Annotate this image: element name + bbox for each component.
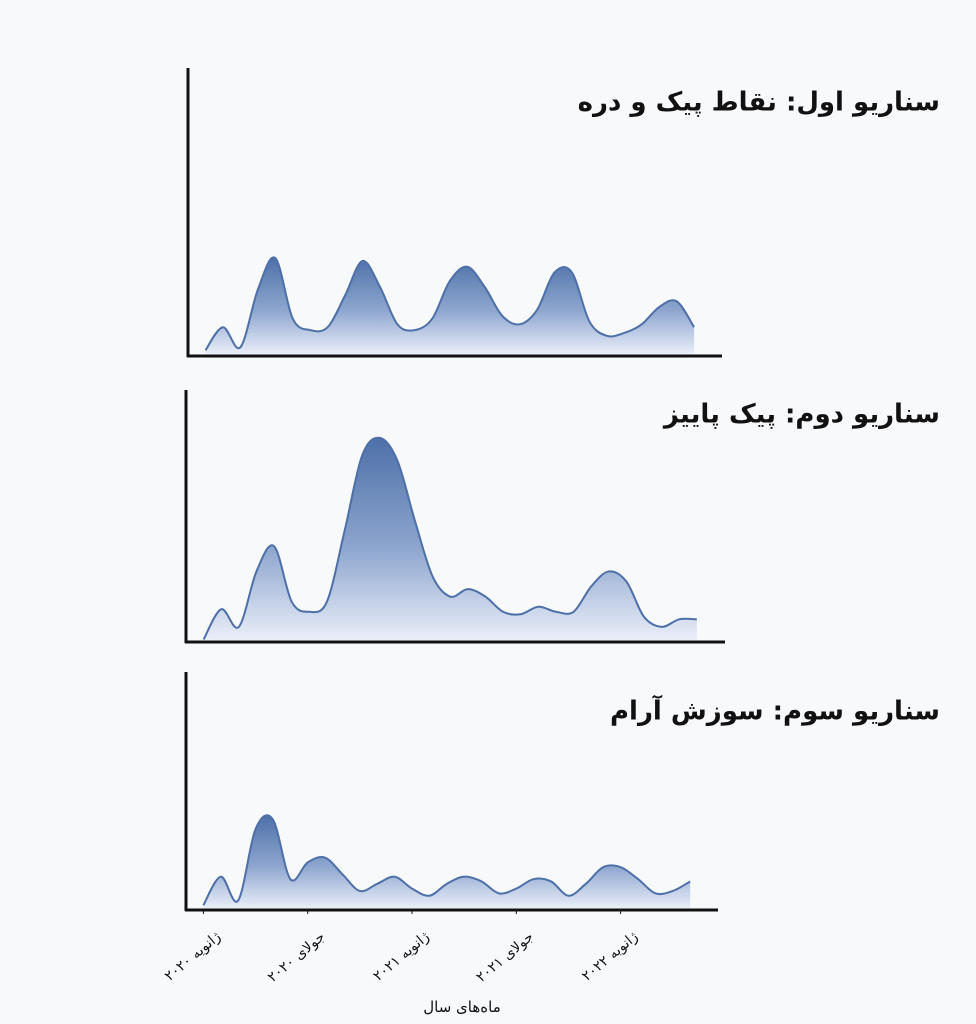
chart-title: سناریو اول: نقاط پیک و دره bbox=[578, 88, 940, 118]
x-tick-label: ژانویه ۲۰۲۲ bbox=[579, 929, 641, 985]
area bbox=[203, 437, 697, 640]
x-tick-label: ژانویه ۲۰۲۰ bbox=[162, 929, 224, 985]
x-tick-label: جولای ۲۰۲۰ bbox=[265, 929, 328, 986]
x-tick-label: جولای ۲۰۲۱ bbox=[473, 929, 536, 986]
area-line bbox=[202, 814, 691, 906]
area bbox=[203, 815, 691, 908]
area bbox=[205, 257, 695, 354]
area-line bbox=[202, 436, 697, 640]
chart-title: سناریو دوم: پیک پاییز bbox=[662, 400, 940, 430]
area-line bbox=[204, 256, 695, 351]
x-axis-label: ماه‌های سال bbox=[423, 998, 501, 1016]
x-tick-label: ژانویه ۲۰۲۱ bbox=[370, 929, 432, 985]
chart-title: سناریو سوم: سوزش آرام bbox=[610, 695, 940, 727]
